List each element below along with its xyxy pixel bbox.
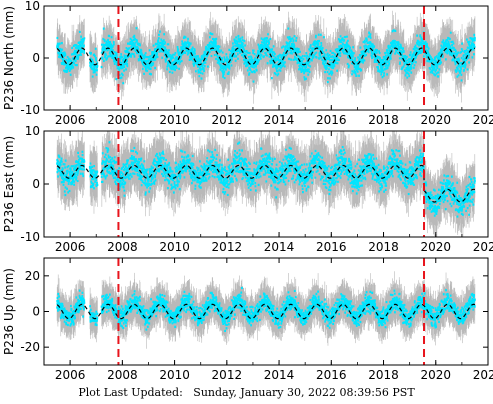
- y-tick-label: -10: [20, 230, 40, 244]
- x-tick-label: 2020: [420, 240, 451, 254]
- x-tick-label: 2016: [316, 368, 347, 382]
- x-tick-label: 2014: [264, 368, 295, 382]
- x-tick-label: 2022: [473, 113, 493, 127]
- x-tick-label: 2010: [159, 113, 190, 127]
- y-tick-label: 0: [32, 177, 40, 191]
- y-axis-label: P236 East (mm): [2, 136, 16, 232]
- x-tick-label: 2008: [107, 113, 138, 127]
- x-tick-label: 2012: [212, 240, 243, 254]
- footer-label: Plot Last Updated:: [78, 386, 183, 399]
- panel-1: 2006 2008 2010 2012 2014 2016 2018 2020 2022 -10 0…: [2, 124, 493, 254]
- y-tick-label: -10: [20, 103, 40, 117]
- x-tick-label: 2012: [212, 368, 243, 382]
- x-tick-label: 2010: [159, 240, 190, 254]
- x-tick-label: 2014: [264, 113, 295, 127]
- x-tick-label: 2018: [368, 113, 399, 127]
- y-tick-label: 20: [25, 269, 40, 283]
- y-axis-label: P236 Up (mm): [2, 268, 16, 355]
- x-tick-label: 2016: [316, 240, 347, 254]
- x-tick-label: 2008: [107, 368, 138, 382]
- x-tick-label: 2010: [159, 368, 190, 382]
- data-layer: [56, 10, 476, 104]
- x-tick-label: 2020: [420, 113, 451, 127]
- x-tick-label: 2014: [264, 240, 295, 254]
- chart-panels: 200620082010201220142016201820202022-100…: [2, 0, 493, 382]
- data-layer: [56, 131, 476, 237]
- x-tick-label: 2012: [212, 113, 243, 127]
- data-layer: [56, 271, 476, 349]
- x-tick-label: 2006: [55, 368, 86, 382]
- data-points: [56, 286, 476, 333]
- x-tick-label: 2006: [55, 240, 86, 254]
- x-tick-label: 2022: [473, 368, 493, 382]
- model-line: [56, 303, 476, 320]
- data-points: [56, 141, 476, 218]
- y-axis-label: P236 North (mm): [2, 6, 16, 110]
- x-tick-label: 2022: [473, 240, 493, 254]
- footer-timestamp: Sunday, January 30, 2022 08:39:56 PST: [193, 386, 415, 399]
- x-tick-label: 2018: [368, 240, 399, 254]
- model-line: [56, 164, 476, 203]
- y-tick-label: 0: [32, 305, 40, 319]
- model-line: [56, 47, 476, 66]
- x-tick-label: 2018: [368, 368, 399, 382]
- x-tick-label: 2006: [55, 113, 86, 127]
- plot-footer: Plot Last Updated: Sunday, January 30, 2…: [0, 386, 493, 399]
- panel-2: 2006 2008 2010 2012 2014 2016 2018 2020 2022 -20 0…: [2, 257, 493, 382]
- x-tick-label: 2008: [107, 240, 138, 254]
- y-tick-label: 10: [25, 0, 40, 13]
- x-tick-label: 2016: [316, 113, 347, 127]
- y-tick-label: 10: [25, 124, 40, 138]
- panel-0: 2006 2008 2010 2012 2014 2016 2018 2020 2022 -10 0…: [2, 0, 493, 127]
- y-tick-label: 0: [32, 51, 40, 65]
- y-tick-label: -20: [20, 340, 40, 354]
- x-tick-label: 2020: [420, 368, 451, 382]
